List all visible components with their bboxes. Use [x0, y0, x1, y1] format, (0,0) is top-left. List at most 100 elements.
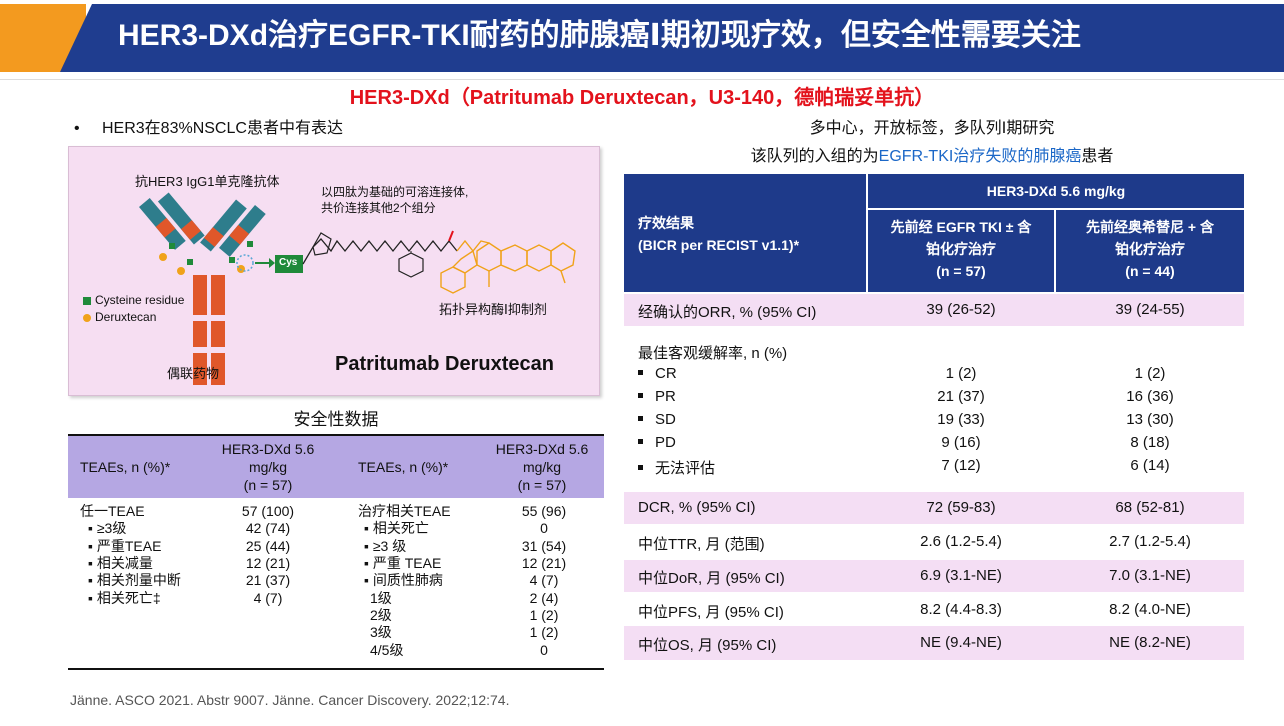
safety-left-row-value: 4 (7)	[253, 590, 283, 606]
safety-left-val-header-line: mg/kg	[248, 459, 288, 475]
safety-right-row-value: 55 (96)	[521, 503, 567, 519]
safety-right-row-label: 4/5级	[370, 642, 404, 658]
safety-right-row-label: ▪ 相关死亡	[364, 520, 429, 536]
bor-row-label: PD	[624, 434, 676, 451]
topoisomerase-inhibitor-label: 拓扑异构酶Ⅰ抑制剂	[439, 302, 547, 317]
antibody-label: 抗HER3 IgG1单克隆抗体	[135, 174, 280, 189]
os-label: 中位OS, 月 (95% CI)	[638, 637, 777, 654]
safety-right-row-label: 1级	[370, 590, 392, 606]
dcr-row	[624, 492, 1244, 524]
outcome-header-line1: 疗效结果	[638, 215, 694, 231]
safety-right-row-label: 2级	[370, 607, 392, 623]
linker-label-1: 以四肽为基础的可溶连接体,	[321, 185, 469, 199]
col2-header-line: 铂化疗治疗	[1115, 241, 1185, 257]
safety-right-val-header: HER3-DXd 5.6 mg/kg (n = 57)	[480, 440, 604, 494]
study-population-prefix: 该队列的入组的为	[750, 148, 879, 165]
study-design-line: 多中心，开放标签，多队列Ⅰ期研究	[809, 120, 1055, 137]
orr-label: 经确认的ORR, % (95% CI)	[638, 304, 817, 321]
safety-left-row-value: 21 (37)	[245, 572, 291, 588]
linker-chain	[302, 238, 458, 265]
safety-right-row-label: ▪ 间质性肺病	[364, 572, 443, 588]
study-population-highlight: EGFR-TKI治疗失败的肺腺癌	[878, 148, 1082, 165]
bor-row-value-col2: 16 (36)	[1126, 388, 1174, 405]
safety-left-row-label: 任一TEAE	[80, 503, 145, 519]
antibody-right-arm	[200, 199, 266, 257]
safety-header-row	[68, 436, 604, 498]
safety-right-col-header: TEAEs, n (%)*	[358, 459, 449, 475]
col2-header-line: (n = 44)	[1125, 263, 1175, 279]
bor-row-label: CR	[624, 365, 677, 382]
bor-row-value-col1: 9 (16)	[941, 434, 981, 451]
safety-left-row-value: 12 (21)	[245, 555, 291, 571]
safety-right-row-value: 0	[540, 642, 548, 658]
safety-right-row-label: ▪ 严重 TEAE	[364, 555, 442, 571]
dor-value-col1: 6.9 (3.1-NE)	[920, 567, 1002, 584]
safety-right-row-label: 3级	[370, 624, 392, 640]
safety-left-row-label: ▪ 相关死亡‡	[88, 590, 161, 606]
safety-left-row-label: ▪ 严重TEAE	[88, 538, 162, 554]
drug-title: HER3-DXd（Patritumab Deruxtecan，U3-140，德帕…	[349, 87, 935, 109]
efficacy-header-outcome-cell	[624, 174, 866, 292]
safety-left-row-value: 42 (74)	[245, 520, 291, 536]
molecule-diagram-panel: 抗HER3 IgG1单克隆抗体 以四肽为基础的可溶连接体, 共价连接其他2个组分…	[68, 146, 600, 396]
dcr-value-col1: 72 (59-83)	[926, 499, 996, 516]
deruxtecan-legend-swatch	[83, 314, 91, 322]
safety-right-row-value: 2 (4)	[529, 590, 559, 606]
bor-row-value-col1: 1 (2)	[945, 365, 977, 382]
dor-value-col2: 7.0 (3.1-NE)	[1109, 567, 1191, 584]
safety-bottom-rule	[68, 668, 604, 670]
bor-row-value-col2: 8 (18)	[1130, 434, 1170, 451]
antibody-stem-left	[193, 275, 207, 385]
bor-row-value-col2: 6 (14)	[1130, 457, 1170, 474]
safety-right-row-value: 12 (21)	[521, 555, 567, 571]
safety-table: TEAEs, n (%)* HER3-DXd 5.6 mg/kg (n = 57…	[68, 434, 604, 670]
bor-row-value-col1: 7 (12)	[941, 457, 981, 474]
safety-left-val-header-line: (n = 57)	[243, 477, 293, 493]
safety-right-val-header-line: (n = 57)	[517, 477, 567, 493]
ttr-value-col2: 2.7 (1.2-5.4)	[1109, 533, 1191, 550]
safety-left-row-label: ▪ 相关剂量中断	[88, 572, 181, 588]
col1-header-line: 先前经 EGFR TKI ± 含	[890, 219, 1032, 235]
safety-right-row-label: ▪ ≥3 级	[364, 538, 407, 554]
cys-label: Cys	[279, 257, 298, 268]
linker-label-2: 共价连接其他2个组分	[321, 201, 436, 215]
bor-row-value-col1: 19 (33)	[937, 411, 985, 428]
study-population-suffix: 患者	[1081, 148, 1114, 165]
header-banner	[60, 4, 1284, 72]
efficacy-header-dose-cell	[868, 174, 1244, 208]
bor-row-label: SD	[624, 411, 676, 428]
study-population-line: 该队列的入组的为EGFR-TKI治疗失败的肺腺癌患者	[622, 146, 1242, 168]
col2-header: 先前经奥希替尼 + 含 铂化疗治疗 (n = 44)	[1056, 216, 1244, 282]
dor-label: 中位DoR, 月 (95% CI)	[638, 570, 785, 587]
antibody-stem-right	[211, 275, 225, 385]
ttr-label: 中位TTR, 月 (范围)	[638, 536, 765, 553]
bor-row-label: PR	[624, 388, 676, 405]
orr-row	[624, 294, 1244, 326]
cys-box	[275, 255, 303, 273]
col1-header-line: 铂化疗治疗	[926, 241, 996, 257]
safety-left-row-value: 25 (44)	[245, 538, 291, 554]
efficacy-header-col1-cell	[868, 210, 1054, 292]
dose-header: HER3-DXd 5.6 mg/kg	[986, 183, 1126, 199]
safety-right-row-value: 1 (2)	[529, 607, 559, 623]
efficacy-table: 疗效结果 (BICR per RECIST v1.1)* HER3-DXd 5.…	[624, 174, 1244, 660]
os-row	[624, 626, 1244, 660]
safety-right-row-value: 31 (54)	[521, 538, 567, 554]
safety-left-row-value: 57 (100)	[241, 503, 295, 519]
bor-row-label: 无法评估	[624, 457, 715, 478]
safety-right-row-value: 4 (7)	[529, 572, 559, 588]
bor-row-value-col2: 13 (30)	[1126, 411, 1174, 428]
citation: Jänne. ASCO 2021. Abstr 9007. Jänne. Can…	[70, 692, 510, 708]
bor-title: 最佳客观缓解率, n (%)	[638, 345, 788, 362]
pfs-label: 中位PFS, 月 (95% CI)	[638, 604, 784, 621]
col2-header-line: 先前经奥希替尼 + 含	[1086, 219, 1214, 235]
dcr-value-col2: 68 (52-81)	[1115, 499, 1185, 516]
os-value-col2: NE (8.2-NE)	[1109, 634, 1191, 651]
dor-row	[624, 560, 1244, 592]
col1-header-line: (n = 57)	[936, 263, 986, 279]
bor-row-value-col1: 21 (37)	[937, 388, 985, 405]
ttr-value-col1: 2.6 (1.2-5.4)	[920, 533, 1002, 550]
safety-table-title: 安全性数据	[293, 410, 379, 429]
bullet-dot: •	[74, 120, 80, 137]
dcr-label: DCR, % (95% CI)	[638, 499, 756, 516]
